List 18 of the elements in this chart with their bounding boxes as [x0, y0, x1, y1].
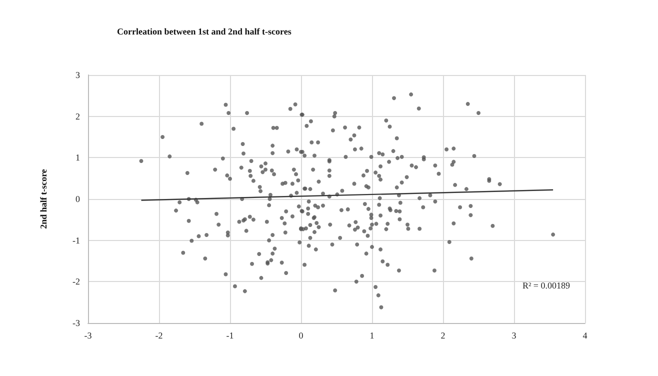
y-tick-label: 3 [76, 70, 80, 80]
x-tick-label: 4 [582, 330, 588, 340]
y-axis-title: 2nd half t-score [38, 169, 48, 229]
y-tick-label: -1 [72, 235, 80, 246]
x-tick-label: 1 [370, 330, 374, 340]
x-tick-label: -3 [84, 330, 92, 340]
x-tick-label: 2 [440, 330, 446, 340]
y-tick-label: -2 [72, 276, 80, 287]
x-tick-label: 3 [512, 330, 517, 340]
x-tick-label: -1 [226, 330, 234, 340]
y-tick-label: 0 [76, 194, 80, 204]
y-tick-label: -3 [72, 318, 80, 328]
y-tick-label: 2 [76, 111, 80, 122]
chart-title: Corrleation between 1st and 2nd half t-scores [117, 26, 292, 36]
x-tick-label: 0 [298, 330, 304, 340]
annotation: R² = 0.00189 [522, 280, 570, 290]
x-tick-label: -2 [155, 330, 163, 340]
y-tick-label: 1 [76, 152, 80, 163]
